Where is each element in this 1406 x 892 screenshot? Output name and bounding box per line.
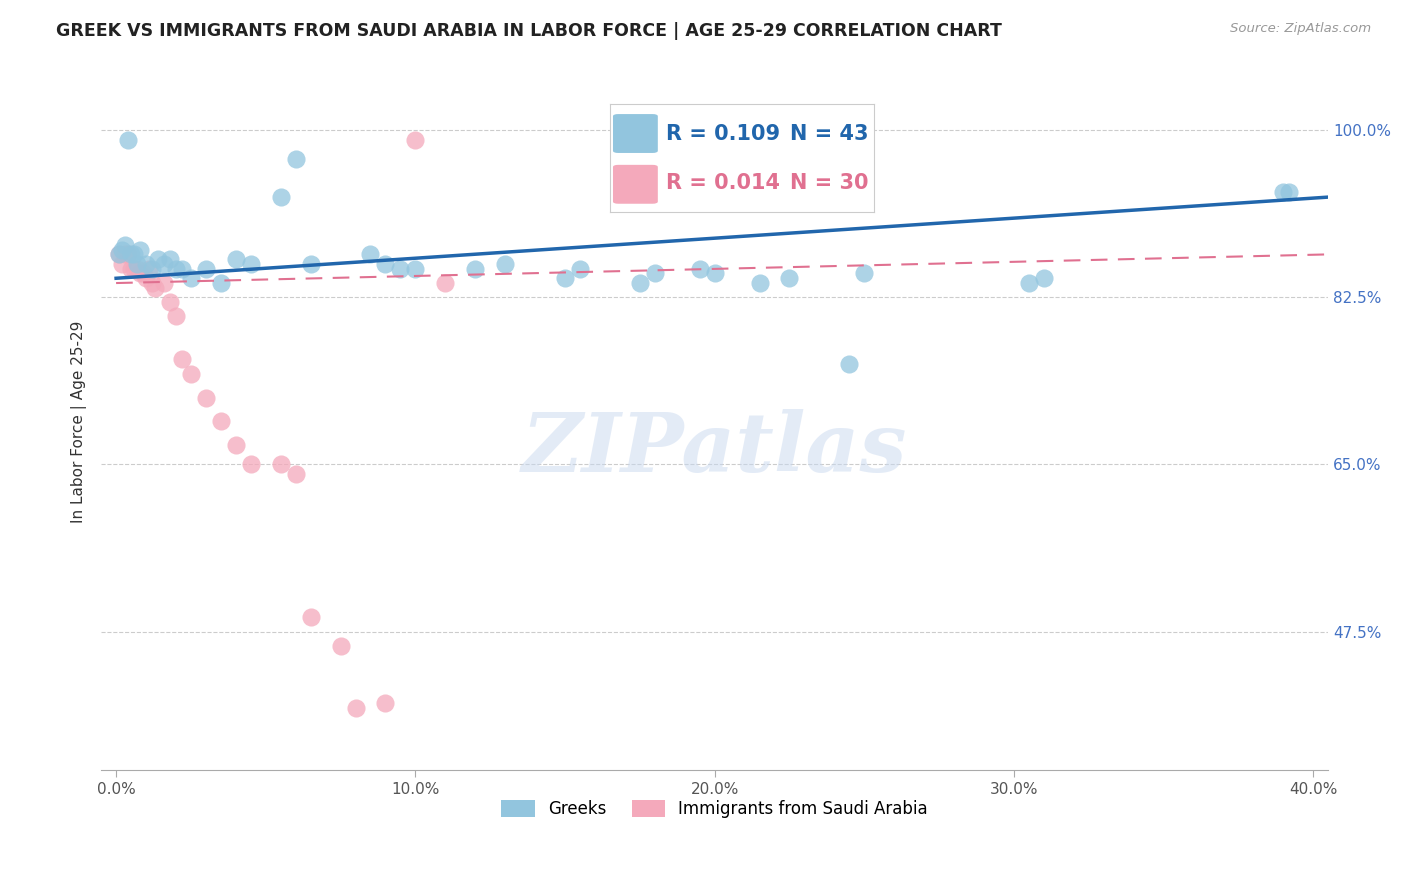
Point <box>778 271 800 285</box>
Legend: Greeks, Immigrants from Saudi Arabia: Greeks, Immigrants from Saudi Arabia <box>495 793 935 824</box>
Text: Source: ZipAtlas.com: Source: ZipAtlas.com <box>1230 22 1371 36</box>
Point <box>404 133 426 147</box>
Point <box>853 267 876 281</box>
Point <box>143 281 166 295</box>
Point <box>270 458 292 472</box>
Point <box>180 367 202 381</box>
Point <box>165 310 187 324</box>
Y-axis label: In Labor Force | Age 25-29: In Labor Force | Age 25-29 <box>72 320 87 523</box>
Point <box>554 271 576 285</box>
Point <box>194 391 217 405</box>
Point <box>748 276 770 290</box>
Point <box>153 276 176 290</box>
Point <box>141 276 163 290</box>
Point <box>494 257 516 271</box>
Point <box>329 639 352 653</box>
Point <box>129 267 152 281</box>
Point <box>125 257 148 271</box>
Point <box>239 458 262 472</box>
Point <box>838 357 860 371</box>
Text: ZIPatlas: ZIPatlas <box>522 409 907 490</box>
Point <box>359 247 381 261</box>
Point <box>194 261 217 276</box>
Point <box>225 438 247 452</box>
Point <box>122 247 145 261</box>
Point <box>225 252 247 267</box>
Point <box>209 276 232 290</box>
Point <box>299 610 322 624</box>
Point <box>344 701 367 715</box>
Point <box>111 243 134 257</box>
Point <box>117 133 139 147</box>
Point <box>689 261 711 276</box>
Point <box>170 352 193 367</box>
Point <box>165 261 187 276</box>
Point <box>1018 276 1040 290</box>
Point <box>464 261 486 276</box>
Point <box>132 267 155 281</box>
Point <box>153 257 176 271</box>
Point <box>141 261 163 276</box>
Point <box>568 261 591 276</box>
Point <box>703 267 725 281</box>
Point <box>1032 271 1054 285</box>
Point <box>135 271 157 285</box>
Point <box>270 190 292 204</box>
Point <box>117 247 139 261</box>
Point <box>239 257 262 271</box>
Point <box>129 243 152 257</box>
Point <box>434 276 457 290</box>
Point <box>299 257 322 271</box>
Point <box>125 261 148 276</box>
Point <box>159 252 181 267</box>
Point <box>170 261 193 276</box>
Point <box>374 696 396 710</box>
Text: GREEK VS IMMIGRANTS FROM SAUDI ARABIA IN LABOR FORCE | AGE 25-29 CORRELATION CHA: GREEK VS IMMIGRANTS FROM SAUDI ARABIA IN… <box>56 22 1002 40</box>
Point <box>389 261 412 276</box>
Point <box>180 271 202 285</box>
Point <box>284 152 307 166</box>
Point <box>108 247 131 261</box>
Point <box>146 252 169 267</box>
Point <box>135 257 157 271</box>
Point <box>111 257 134 271</box>
Point <box>159 295 181 310</box>
Point <box>1272 186 1295 200</box>
Point <box>628 276 651 290</box>
Point <box>374 257 396 271</box>
Point <box>644 267 666 281</box>
Point <box>1278 186 1301 200</box>
Point <box>209 415 232 429</box>
Point <box>120 247 142 261</box>
Point <box>108 247 131 261</box>
Point <box>138 261 160 276</box>
Point <box>120 261 142 276</box>
Point <box>122 261 145 276</box>
Point <box>284 467 307 481</box>
Point <box>114 247 136 261</box>
Point <box>114 237 136 252</box>
Point <box>404 261 426 276</box>
